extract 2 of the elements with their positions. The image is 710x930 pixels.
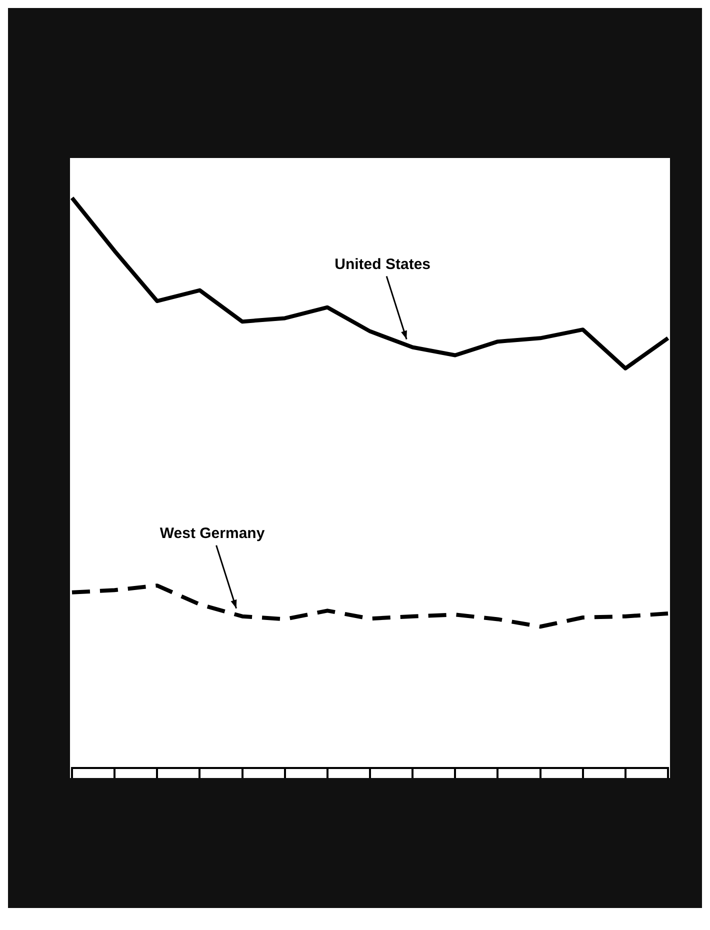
text: United States — [334, 256, 430, 273]
text: West Germany — [160, 524, 266, 542]
